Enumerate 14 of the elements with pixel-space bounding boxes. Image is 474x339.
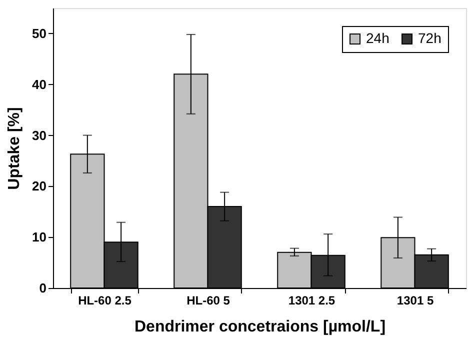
x-tick-label: HL-60 5	[186, 294, 230, 308]
y-tick-label: 40	[32, 76, 46, 92]
y-axis-title: Uptake [%]	[6, 107, 24, 190]
y-tick-label: 20	[32, 178, 46, 194]
legend-label: 72h	[418, 30, 442, 46]
y-tick-label: 10	[32, 230, 46, 245]
x-tick-label: 1301 2.5	[288, 294, 336, 308]
y-tick-label: 0	[39, 280, 46, 296]
legend-label: 24h	[366, 30, 390, 46]
y-tick-label: 30	[32, 128, 46, 143]
y-tick-label: 50	[32, 26, 46, 41]
x-tick-label: HL-60 2.5	[78, 294, 132, 308]
x-axis-title: Dendrimer concetraions [µmol/L]	[134, 318, 386, 336]
x-tick-label: 1301 5	[396, 294, 434, 308]
